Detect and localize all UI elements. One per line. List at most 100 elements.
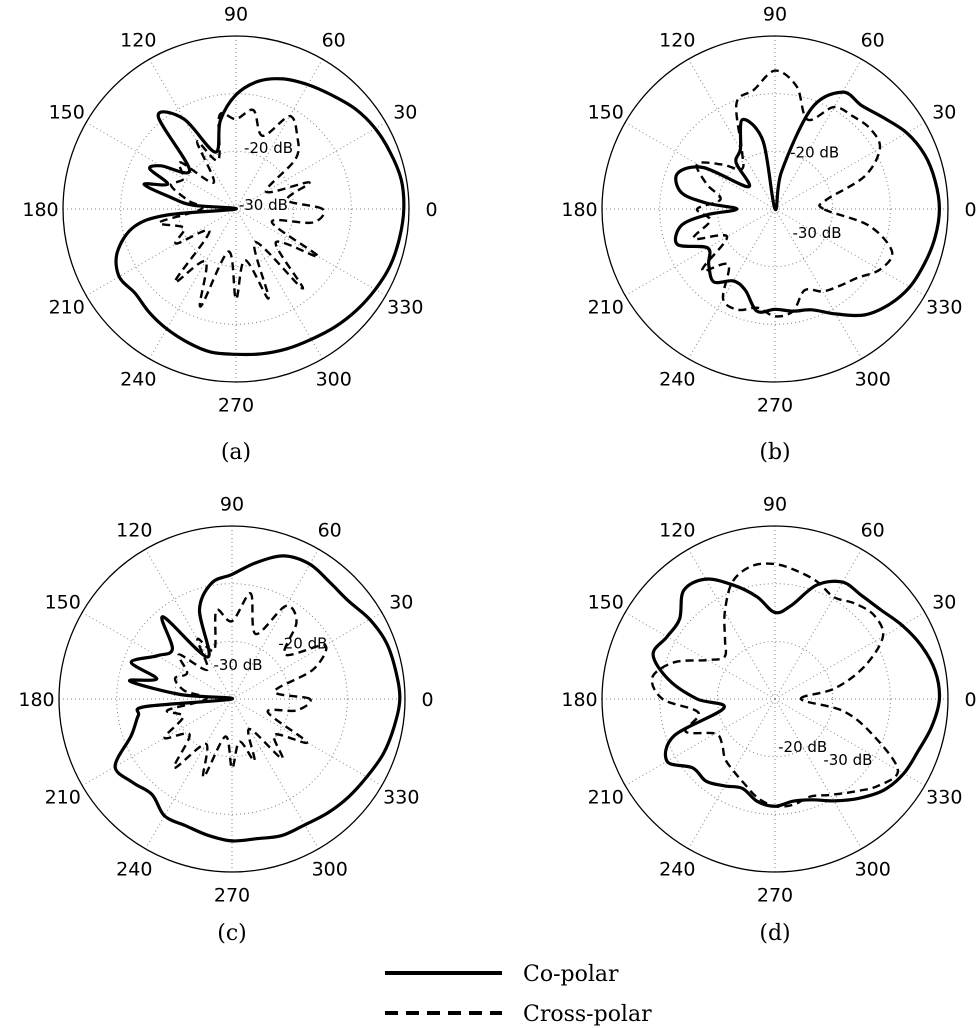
- angle-tick-label: 270: [757, 395, 793, 417]
- ring-label: -20 dB: [778, 738, 827, 756]
- outer-circle: [62, 35, 410, 383]
- grid-spoke: [231, 548, 319, 700]
- ring-label: -30 dB: [213, 656, 262, 674]
- series-cross-polar: [158, 108, 326, 308]
- grid-spoke: [231, 698, 319, 850]
- grid-spoke: [688, 208, 776, 360]
- series-co-polar: [673, 90, 941, 318]
- angle-tick-label: 60: [861, 520, 885, 542]
- angle-tick-label: 180: [561, 689, 597, 711]
- series-co-polar: [114, 77, 406, 357]
- angle-tick-label: 210: [45, 787, 81, 809]
- ring-label: -20 dB: [278, 635, 327, 653]
- grid-ring: [120, 93, 352, 325]
- legend: Co-polar Cross-polar: [385, 962, 652, 1027]
- angle-tick-label: 30: [932, 591, 956, 613]
- grid-spoke: [231, 612, 383, 700]
- grid-spoke: [235, 208, 387, 296]
- angle-tick-label: 300: [855, 368, 891, 390]
- angle-tick-label: 240: [659, 858, 695, 880]
- angle-tick-label: 90: [224, 4, 248, 26]
- angle-tick-label: 0: [964, 199, 976, 221]
- grid-spoke: [81, 698, 233, 786]
- angle-tick-label: 240: [120, 368, 156, 390]
- angle-tick-label: 300: [316, 368, 352, 390]
- angle-tick-label: 330: [387, 297, 423, 319]
- angle-tick-label: 210: [588, 297, 624, 319]
- grid-ring: [173, 640, 291, 758]
- angle-tick-label: 330: [926, 297, 962, 319]
- grid-spoke: [81, 612, 233, 700]
- grid-spoke: [774, 698, 926, 786]
- grid-spoke: [774, 122, 926, 210]
- angle-tick-label: 330: [926, 787, 962, 809]
- angle-tick-label: 150: [588, 591, 624, 613]
- angle-tick-label: 270: [757, 885, 793, 907]
- grid-ring: [116, 583, 348, 815]
- grid-spoke: [688, 548, 776, 700]
- subplot-caption: (d): [759, 921, 790, 946]
- angle-tick-label: 270: [214, 885, 250, 907]
- ring-label: -30 dB: [823, 751, 872, 769]
- grid-spoke: [774, 208, 862, 360]
- grid-spoke: [85, 122, 237, 210]
- angle-tick-label: 60: [861, 30, 885, 52]
- series-cross-polar: [650, 562, 900, 808]
- grid-spoke: [149, 58, 237, 210]
- angle-tick-label: 0: [421, 689, 433, 711]
- grid-spoke: [145, 698, 233, 850]
- angle-tick-label: 30: [932, 101, 956, 123]
- grid-spoke: [774, 698, 862, 850]
- polar-plot-a: 0 30 60 90 120 150 180 210 240 270 300 330 -20 dB -30…: [22, 4, 437, 466]
- grid-spoke: [235, 58, 323, 210]
- grid-spoke: [774, 612, 926, 700]
- ring-label: -30 dB: [239, 196, 288, 214]
- grid-spoke: [688, 698, 776, 850]
- grid-spoke: [624, 122, 776, 210]
- angle-tick-label: 240: [659, 368, 695, 390]
- angle-tick-label: 210: [49, 297, 85, 319]
- angle-tick-label: 90: [763, 494, 787, 516]
- angle-tick-label: 0: [964, 689, 976, 711]
- series-co-polar: [651, 577, 942, 808]
- series-cross-polar: [163, 592, 328, 779]
- angle-tick-label: 300: [312, 858, 348, 880]
- grid-spoke: [774, 58, 862, 210]
- grid-spoke: [624, 698, 776, 786]
- ring-label: -20 dB: [244, 139, 293, 157]
- angle-tick-label: 180: [18, 689, 54, 711]
- angle-tick-label: 240: [116, 858, 152, 880]
- angle-tick-label: 90: [220, 494, 244, 516]
- ring-label: -20 dB: [790, 143, 839, 161]
- angle-tick-label: 270: [218, 395, 254, 417]
- angle-tick-label: 120: [120, 30, 156, 52]
- grid-ring: [659, 583, 891, 815]
- angle-tick-label: 60: [318, 520, 342, 542]
- series-co-polar: [113, 554, 402, 843]
- angle-tick-label: 180: [561, 199, 597, 221]
- grid-ring: [716, 150, 834, 268]
- series-cross-polar: [692, 69, 894, 318]
- polar-plot-c: 0 30 60 90 120 150 180 210 240 270 300 330 -20 dB -30…: [18, 494, 433, 947]
- grid-ring: [659, 93, 891, 325]
- polar-plot-b: 0 30 60 90 120 150 180 210 240 270 300 330 -20 dB -30…: [561, 4, 976, 466]
- grid-spoke: [235, 122, 387, 210]
- angle-tick-label: 120: [659, 520, 695, 542]
- outer-circle: [601, 35, 949, 383]
- grid-spoke: [774, 208, 926, 296]
- angle-tick-label: 150: [45, 591, 81, 613]
- angle-tick-label: 120: [116, 520, 152, 542]
- grid-spoke: [149, 208, 237, 360]
- grid-spoke: [145, 548, 233, 700]
- angle-tick-label: 90: [763, 4, 787, 26]
- angle-tick-label: 330: [383, 787, 419, 809]
- grid-spoke: [624, 208, 776, 296]
- angle-tick-label: 150: [588, 101, 624, 123]
- outer-circle: [58, 525, 406, 873]
- legend-label-cross-polar: Cross-polar: [523, 1002, 652, 1027]
- grid-spoke: [231, 698, 383, 786]
- angle-tick-label: 180: [22, 199, 58, 221]
- grid-spoke: [624, 612, 776, 700]
